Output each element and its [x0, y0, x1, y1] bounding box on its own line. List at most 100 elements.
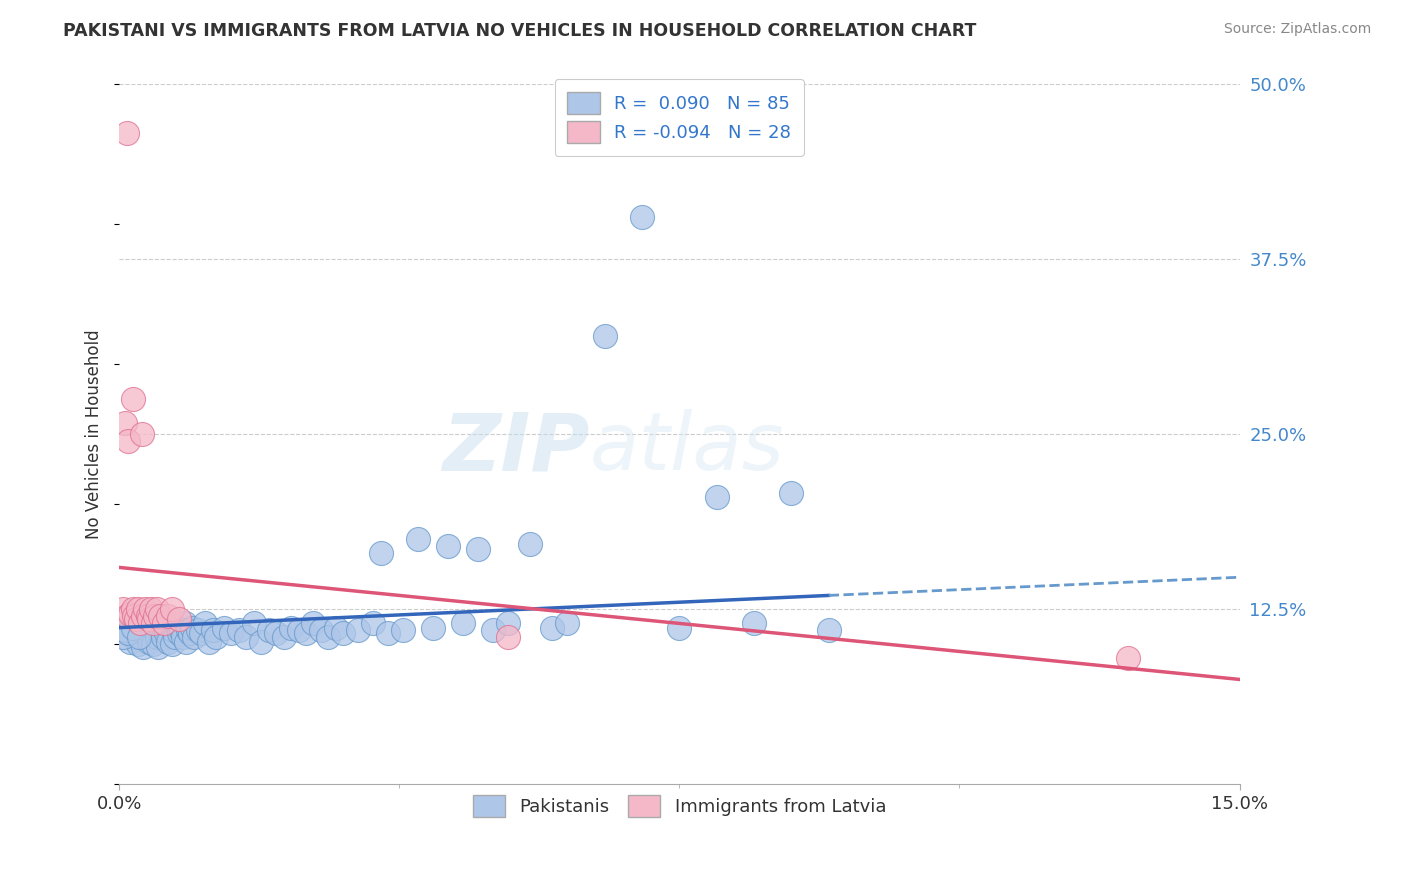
Point [250, 634, 273, 648]
Point [302, 616, 325, 631]
Point [176, 634, 198, 648]
Point [519, 536, 541, 550]
Point [242, 616, 264, 631]
Point [181, 621, 204, 635]
Point [451, 616, 474, 631]
Point [114, 416, 136, 430]
Point [177, 624, 200, 638]
Point [167, 626, 190, 640]
Text: atlas: atlas [589, 409, 785, 487]
Point [149, 624, 172, 638]
Point [115, 626, 138, 640]
Point [131, 427, 153, 442]
Point [111, 631, 134, 645]
Point [706, 491, 728, 505]
Point [742, 616, 765, 631]
Point [111, 602, 134, 616]
Point [143, 609, 166, 624]
Point [160, 637, 183, 651]
Point [228, 624, 250, 638]
Point [668, 621, 690, 635]
Point [347, 624, 370, 638]
Point [309, 624, 332, 638]
Point [187, 624, 209, 638]
Point [221, 626, 243, 640]
Point [142, 616, 165, 631]
Y-axis label: No Vehicles in Household: No Vehicles in Household [86, 330, 103, 540]
Point [138, 634, 160, 648]
Point [127, 637, 149, 651]
Point [325, 621, 347, 635]
Point [146, 640, 169, 655]
Point [780, 486, 803, 500]
Point [593, 329, 616, 343]
Point [125, 624, 148, 638]
Point [160, 602, 183, 616]
Point [115, 127, 138, 141]
Point [156, 609, 179, 624]
Point [131, 631, 153, 645]
Point [422, 621, 444, 635]
Point [179, 626, 201, 640]
Point [172, 631, 194, 645]
Point [145, 631, 167, 645]
Point [129, 621, 152, 635]
Point [437, 540, 460, 554]
Point [817, 624, 839, 638]
Point [132, 640, 155, 655]
Point [138, 612, 160, 626]
Point [165, 631, 187, 645]
Point [205, 631, 228, 645]
Point [143, 621, 166, 635]
Point [122, 609, 145, 624]
Point [134, 626, 156, 640]
Point [122, 631, 145, 645]
Point [295, 626, 318, 640]
Point [115, 609, 138, 624]
Point [155, 626, 177, 640]
Point [392, 624, 415, 638]
Point [467, 542, 489, 557]
Point [159, 616, 181, 631]
Point [128, 631, 150, 645]
Point [121, 602, 143, 616]
Point [162, 624, 184, 638]
Point [406, 533, 429, 547]
Point [169, 624, 191, 638]
Point [370, 546, 392, 560]
Point [166, 621, 188, 635]
Point [152, 631, 174, 645]
Point [201, 624, 224, 638]
Text: ZIP: ZIP [443, 409, 589, 487]
Point [541, 621, 564, 635]
Point [134, 602, 156, 616]
Point [132, 609, 155, 624]
Point [280, 621, 302, 635]
Point [149, 609, 172, 624]
Point [136, 624, 159, 638]
Point [121, 392, 143, 407]
Point [264, 626, 287, 640]
Point [481, 624, 503, 638]
Point [198, 634, 221, 648]
Point [136, 609, 159, 624]
Point [114, 624, 136, 638]
Point [273, 631, 295, 645]
Point [183, 631, 205, 645]
Point [257, 624, 280, 638]
Point [318, 631, 340, 645]
Point [287, 624, 309, 638]
Text: Source: ZipAtlas.com: Source: ZipAtlas.com [1223, 22, 1371, 37]
Point [139, 616, 162, 631]
Point [496, 616, 519, 631]
Point [167, 612, 190, 626]
Point [377, 626, 399, 640]
Legend: Pakistanis, Immigrants from Latvia: Pakistanis, Immigrants from Latvia [465, 788, 893, 824]
Point [212, 621, 235, 635]
Point [174, 616, 197, 631]
Point [190, 626, 212, 640]
Point [332, 626, 354, 640]
Point [129, 616, 152, 631]
Point [631, 211, 654, 225]
Point [142, 637, 165, 651]
